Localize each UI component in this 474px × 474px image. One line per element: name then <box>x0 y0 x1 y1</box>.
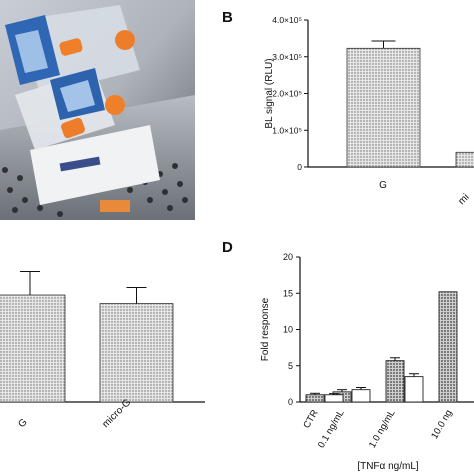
panel-label-b: B <box>222 9 233 26</box>
panel-label-d: D <box>222 239 233 256</box>
d-x-axis-label: [TNFα ng/mL] <box>357 461 419 472</box>
panel-b-bar-chart: 0 1.0×10⁵ 2.0×10⁵ 3.0×10⁵ 4.0×10⁵ BL signal (… <box>264 15 474 207</box>
d-x-tick-label: 1.0 ng/mL <box>367 408 398 450</box>
d-bar-series-2 <box>404 376 424 403</box>
d-bar-series-2 <box>324 394 344 403</box>
d-y-tick-label: 20 <box>283 252 293 262</box>
cell-culture-flask-photo <box>0 0 195 220</box>
b-y-tick-label: 3.0×10⁵ <box>272 52 302 62</box>
d-x-tick-label: 0.1 ng/mL <box>316 408 347 450</box>
d-y-axis-label: Fold response <box>260 297 271 361</box>
b-y-tick-label: 2.0×10⁵ <box>272 89 302 99</box>
d-bar-series-2 <box>351 389 371 403</box>
b-y-tick-label: 4.0×10⁵ <box>272 15 302 25</box>
b-x-tick-label: mi <box>456 192 471 207</box>
c-bar <box>99 303 174 403</box>
c-x-tick-label: G <box>16 417 29 430</box>
d-x-tick-label: CTR <box>301 408 320 431</box>
b-y-tick-label: 1.0×10⁵ <box>272 125 302 135</box>
c-bar <box>0 294 66 403</box>
d-bar-series-1 <box>305 394 325 403</box>
d-y-tick-label: 0 <box>288 397 293 407</box>
b-bar <box>455 151 474 168</box>
d-y-tick-label: 15 <box>283 288 293 298</box>
b-y-tick-label: 0 <box>297 162 302 172</box>
b-bar <box>346 47 421 168</box>
d-bar-series-1 <box>385 360 405 403</box>
d-y-tick-label: 5 <box>288 361 293 371</box>
b-y-axis-label: BL signal (RLU) <box>264 58 275 128</box>
d-y-tick-label: 10 <box>283 325 293 335</box>
d-bar-series-1 <box>438 291 458 403</box>
d-x-tick-label: 10.0 ng <box>429 408 454 441</box>
b-x-tick-label: G <box>379 180 387 191</box>
